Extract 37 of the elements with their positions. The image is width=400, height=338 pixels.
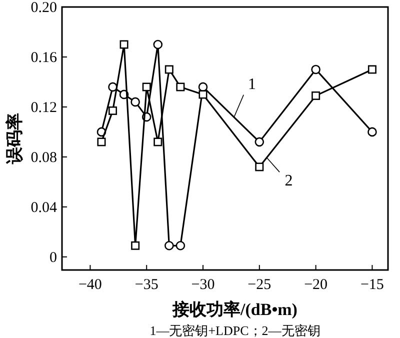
point [142, 82, 151, 92]
point [154, 138, 162, 146]
point [153, 40, 163, 50]
x-tick-label: −40 [78, 277, 102, 293]
point [176, 240, 186, 250]
y-axis-title: 误码率 [5, 113, 24, 165]
y-tick-label: 0 [50, 250, 57, 266]
point [368, 65, 376, 74]
x-tick-label: −20 [304, 277, 328, 293]
point [164, 240, 174, 250]
point [130, 97, 140, 107]
point [176, 82, 185, 92]
point [108, 106, 118, 115]
y-tick-label: 0.12 [30, 100, 57, 116]
y-tick-label: 0.20 [30, 0, 57, 16]
series-label: 1 [248, 76, 256, 94]
legend-label: 2 [284, 172, 293, 190]
point [131, 241, 140, 250]
y-tick-label: 0.04 [30, 200, 58, 216]
text: 1—无密钥+LDPC；2—无密钥 [150, 323, 320, 338]
point [97, 138, 106, 146]
x-tick-label: −25 [248, 277, 272, 293]
point [255, 162, 264, 172]
point [312, 91, 320, 100]
y-tick-label: 0.16 [30, 50, 58, 66]
point [120, 40, 128, 49]
x-axis-title: 接收功率/(dB•m) [172, 300, 298, 319]
x-tick-label: −15 [360, 277, 384, 293]
point [368, 127, 377, 137]
point [311, 64, 320, 74]
point [108, 82, 118, 92]
point [254, 137, 264, 147]
point [164, 65, 174, 74]
point [198, 90, 208, 99]
x-tick-label: −35 [134, 277, 158, 293]
y-tick-label: 0.08 [30, 150, 57, 166]
x-tick-label: −30 [191, 277, 215, 293]
